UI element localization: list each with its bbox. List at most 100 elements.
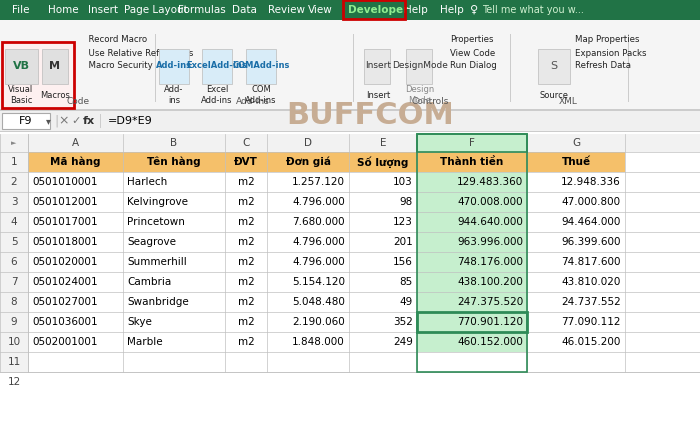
Text: File: File xyxy=(12,5,29,15)
Bar xyxy=(267,332,349,352)
Bar xyxy=(406,49,432,84)
Bar xyxy=(0,0,700,20)
Text: 4.796.000: 4.796.000 xyxy=(293,197,345,207)
Text: 4: 4 xyxy=(10,217,18,227)
Text: 0501012001: 0501012001 xyxy=(32,197,97,207)
Text: 2.190.060: 2.190.060 xyxy=(293,317,345,327)
Text: m2: m2 xyxy=(237,277,254,287)
Bar xyxy=(28,192,123,212)
Bar xyxy=(349,272,417,292)
Bar xyxy=(123,272,225,292)
Bar xyxy=(267,292,349,312)
Text: 770.901.120: 770.901.120 xyxy=(457,317,523,327)
Text: 0502001001: 0502001001 xyxy=(32,337,97,347)
Text: Kelvingrove: Kelvingrove xyxy=(127,197,188,207)
Bar xyxy=(100,114,101,128)
Text: ♀: ♀ xyxy=(470,5,478,15)
Text: Macros: Macros xyxy=(40,90,70,100)
Text: Harlech: Harlech xyxy=(127,177,167,187)
Text: 963.996.000: 963.996.000 xyxy=(457,237,523,247)
Text: View: View xyxy=(308,5,332,15)
Text: m2: m2 xyxy=(237,257,254,267)
Text: 0501018001: 0501018001 xyxy=(32,237,97,247)
Text: 3: 3 xyxy=(10,197,18,207)
Bar xyxy=(0,133,700,134)
Text: 103: 103 xyxy=(393,177,413,187)
Bar xyxy=(225,192,267,212)
Text: Macro Security: Macro Security xyxy=(83,62,153,70)
Bar xyxy=(349,252,417,272)
Bar xyxy=(417,212,527,232)
Text: C: C xyxy=(242,138,250,148)
Text: Refresh Data: Refresh Data xyxy=(575,62,631,70)
Text: Tell me what you w...: Tell me what you w... xyxy=(482,5,584,15)
Bar xyxy=(123,312,225,332)
Text: Use Relative References: Use Relative References xyxy=(83,49,193,58)
Bar xyxy=(527,192,625,212)
Bar xyxy=(349,332,417,352)
Text: Code: Code xyxy=(66,97,90,107)
Text: XML: XML xyxy=(559,97,578,107)
Text: 352: 352 xyxy=(393,317,413,327)
Bar xyxy=(225,232,267,252)
Text: Add-
ins: Add- ins xyxy=(164,85,183,105)
Bar xyxy=(267,172,349,192)
Bar xyxy=(267,232,349,252)
Text: Developer: Developer xyxy=(348,5,408,15)
Text: Insert: Insert xyxy=(366,90,390,100)
Text: ►: ► xyxy=(11,140,17,146)
Text: A: A xyxy=(72,138,79,148)
Text: 0501017001: 0501017001 xyxy=(32,217,97,227)
Bar xyxy=(267,312,349,332)
Text: 0501024001: 0501024001 xyxy=(32,277,97,287)
Bar xyxy=(225,312,267,332)
Bar xyxy=(2,113,50,129)
Text: 460.152.000: 460.152.000 xyxy=(457,337,523,347)
Text: Properties: Properties xyxy=(450,35,494,45)
Bar xyxy=(225,272,267,292)
Text: 944.640.000: 944.640.000 xyxy=(457,217,523,227)
Text: ×: × xyxy=(59,114,69,128)
Bar xyxy=(0,134,28,437)
Bar xyxy=(538,49,570,84)
Text: Cambria: Cambria xyxy=(127,277,172,287)
Bar xyxy=(417,134,527,152)
Bar xyxy=(0,134,700,437)
Bar xyxy=(349,172,417,192)
Bar xyxy=(267,272,349,292)
Bar xyxy=(28,252,123,272)
Text: Thành tiền: Thành tiền xyxy=(440,157,503,167)
Text: =D9*E9: =D9*E9 xyxy=(108,116,153,126)
Text: fx: fx xyxy=(83,116,95,126)
Text: 0501020001: 0501020001 xyxy=(32,257,97,267)
Bar xyxy=(353,34,354,102)
Text: 5: 5 xyxy=(10,237,18,247)
Bar xyxy=(267,212,349,232)
Bar xyxy=(0,131,700,132)
Text: 47.000.800: 47.000.800 xyxy=(562,197,621,207)
Bar xyxy=(123,252,225,272)
Bar xyxy=(28,312,123,332)
Bar xyxy=(417,232,527,252)
Text: m2: m2 xyxy=(237,317,254,327)
Text: Data: Data xyxy=(232,5,257,15)
Bar xyxy=(202,49,232,84)
Bar xyxy=(28,232,123,252)
Bar xyxy=(527,292,625,312)
Bar xyxy=(28,212,123,232)
Bar xyxy=(349,292,417,312)
Bar xyxy=(628,34,629,102)
Text: Insert: Insert xyxy=(365,62,391,70)
Text: DesignMode: DesignMode xyxy=(392,62,448,70)
Text: 1.848.000: 1.848.000 xyxy=(293,337,345,347)
Text: 0501010001: 0501010001 xyxy=(32,177,97,187)
Text: G: G xyxy=(572,138,580,148)
Bar xyxy=(267,252,349,272)
Text: 12.948.336: 12.948.336 xyxy=(561,177,621,187)
Bar xyxy=(0,109,700,110)
Text: Seagrove: Seagrove xyxy=(127,237,176,247)
Text: 24.737.552: 24.737.552 xyxy=(561,297,621,307)
Text: 94.464.000: 94.464.000 xyxy=(561,217,621,227)
Text: Mã hàng: Mã hàng xyxy=(50,157,101,167)
Bar xyxy=(510,34,511,102)
